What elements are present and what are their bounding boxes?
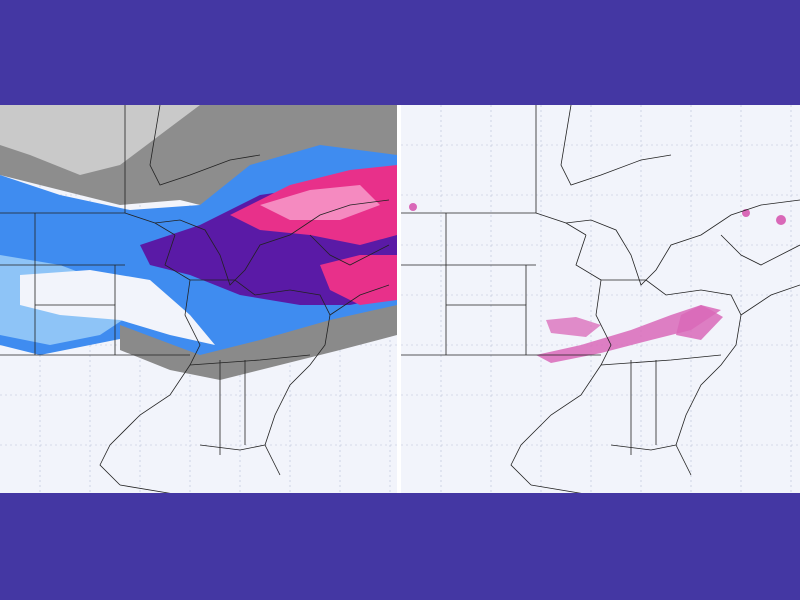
gray-edge-region	[120, 305, 397, 380]
border-line	[401, 212, 587, 236]
border-line	[154, 199, 390, 286]
border-line	[600, 354, 722, 366]
white-gap-region	[20, 270, 215, 345]
border-line	[740, 284, 800, 316]
ice-band-north	[676, 305, 723, 340]
border-line	[0, 212, 176, 236]
snowfall-map-panel	[0, 105, 397, 493]
panel-divider	[397, 105, 401, 493]
ice-map	[401, 105, 800, 493]
grid-lines	[401, 105, 800, 493]
pink-snow-region	[260, 185, 380, 220]
border-line	[565, 199, 800, 286]
border-line	[601, 279, 742, 476]
border-line	[446, 304, 527, 355]
ice-spot	[776, 215, 786, 225]
state-borders	[0, 105, 390, 493]
magenta-snow-region-east	[320, 255, 397, 305]
snowfall-map	[0, 105, 397, 493]
border-line	[119, 484, 171, 493]
ice-patch-west	[546, 317, 601, 337]
state-borders	[401, 105, 800, 493]
ice-map-panel	[401, 105, 800, 493]
border-line	[610, 444, 677, 451]
border-line	[149, 105, 261, 186]
border-line	[720, 234, 800, 266]
border-line	[530, 484, 582, 493]
border-line	[189, 354, 311, 366]
ice-spot	[409, 203, 417, 211]
ice-band	[536, 305, 721, 363]
border-line	[199, 444, 266, 451]
border-line	[309, 234, 390, 266]
light-gray-region	[0, 105, 200, 175]
border-line	[329, 284, 390, 316]
border-line	[560, 105, 672, 186]
border-line	[190, 279, 331, 476]
